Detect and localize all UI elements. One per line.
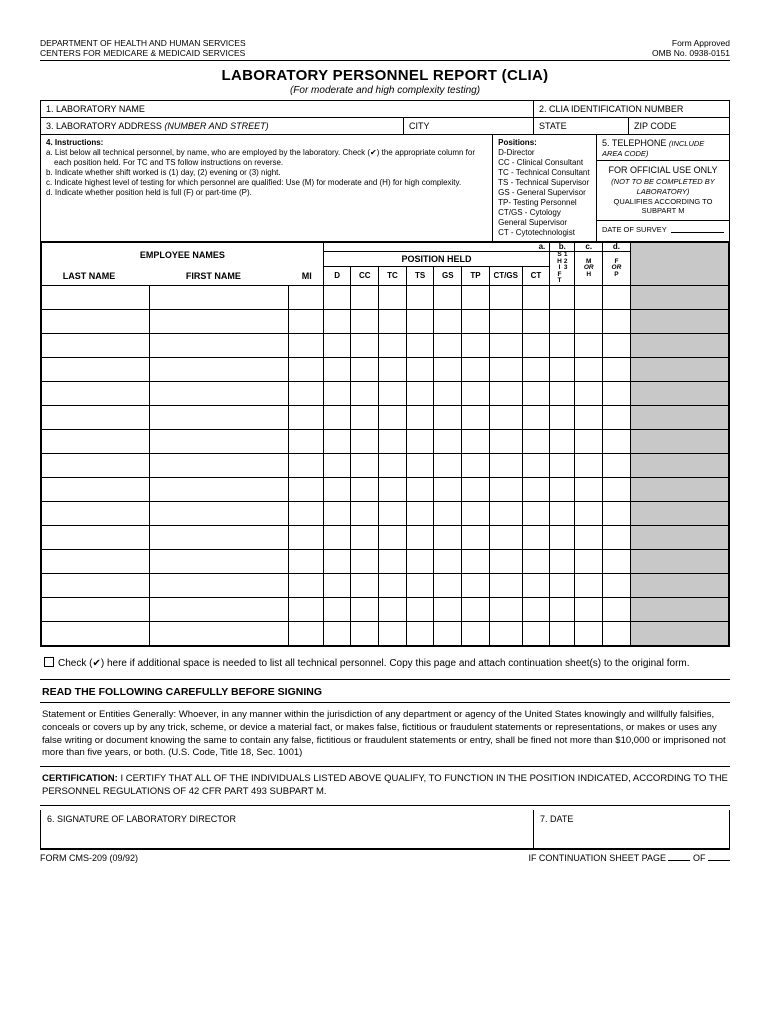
certification-text: CERTIFICATION: I CERTIFY THAT ALL OF THE…	[40, 767, 730, 806]
col-employee-names: EMPLOYEE NAMES	[42, 243, 324, 266]
positions-block: Positions: D-Director CC - Clinical Cons…	[493, 135, 597, 241]
form-number: FORM CMS-209 (09/92)	[40, 853, 138, 863]
page-header: DEPARTMENT OF HEALTH AND HUMAN SERVICES …	[40, 38, 730, 58]
col-moderate-high: MORH	[575, 252, 603, 286]
field-telephone[interactable]: 5. TELEPHONE (INCLUDE AREA CODE)	[597, 135, 729, 161]
field-date[interactable]: 7. DATE	[534, 810, 729, 848]
col-cc: CC	[351, 266, 379, 285]
title-block: LABORATORY PERSONNEL REPORT (CLIA) (For …	[40, 67, 730, 96]
col-last-name: LAST NAME	[46, 271, 132, 281]
instructions-block: 4. Instructions: a. List below all techn…	[41, 135, 493, 241]
page-footer: FORM CMS-209 (09/92) IF CONTINUATION SHE…	[40, 849, 730, 863]
label-a: a.	[323, 243, 549, 252]
statement-text: Statement or Entities Generally: Whoever…	[40, 703, 730, 767]
table-row[interactable]	[42, 357, 729, 381]
col-first-name: FIRST NAME	[132, 271, 295, 281]
table-row[interactable]	[42, 285, 729, 309]
form-approved: Form Approved	[652, 38, 730, 48]
table-row[interactable]	[42, 525, 729, 549]
col-full-part: FORP	[603, 252, 631, 286]
form-body: 1. LABORATORY NAME 2. CLIA IDENTIFICATIO…	[40, 100, 730, 647]
table-row[interactable]	[42, 501, 729, 525]
field-clia-number[interactable]: 2. CLIA IDENTIFICATION NUMBER	[534, 101, 729, 117]
field-lab-name[interactable]: 1. LABORATORY NAME	[41, 101, 534, 117]
col-position-held: POSITION HELD	[323, 252, 549, 266]
col-date-survey	[630, 243, 728, 286]
field-zip[interactable]: ZIP CODE	[629, 118, 729, 134]
date-of-survey: DATE OF SURVEY	[597, 221, 729, 237]
signature-block: 6. SIGNATURE OF LABORATORY DIRECTOR 7. D…	[40, 810, 730, 849]
col-ctgs: CT/GS	[489, 266, 522, 285]
table-row[interactable]	[42, 309, 729, 333]
col-tp: TP	[462, 266, 490, 285]
table-row[interactable]	[42, 453, 729, 477]
centers-line: CENTERS FOR MEDICARE & MEDICAID SERVICES	[40, 48, 246, 58]
form-subtitle: (For moderate and high complexity testin…	[40, 85, 730, 96]
table-row[interactable]	[42, 597, 729, 621]
read-carefully-header: READ THE FOLLOWING CAREFULLY BEFORE SIGN…	[40, 686, 730, 703]
table-row[interactable]	[42, 573, 729, 597]
table-row[interactable]	[42, 621, 729, 645]
label-d: d.	[603, 243, 631, 252]
col-ct: CT	[522, 266, 550, 285]
table-row[interactable]	[42, 381, 729, 405]
table-row[interactable]	[42, 429, 729, 453]
field-lab-address[interactable]: 3. LABORATORY ADDRESS (NUMBER AND STREET…	[41, 118, 404, 134]
label-c: c.	[575, 243, 603, 252]
field-signature[interactable]: 6. SIGNATURE OF LABORATORY DIRECTOR	[41, 810, 534, 848]
label-b: b.	[550, 243, 575, 252]
col-tc: TC	[379, 266, 407, 285]
field-city[interactable]: CITY	[404, 118, 534, 134]
dept-line: DEPARTMENT OF HEALTH AND HUMAN SERVICES	[40, 38, 246, 48]
omb-number: OMB No. 0938-0151	[652, 48, 730, 58]
col-d: D	[323, 266, 351, 285]
table-row[interactable]	[42, 477, 729, 501]
col-gs: GS	[434, 266, 462, 285]
form-title: LABORATORY PERSONNEL REPORT (CLIA)	[40, 67, 730, 84]
col-shift: SHIFT 123	[550, 252, 575, 286]
table-row[interactable]	[42, 333, 729, 357]
continuation-check[interactable]: Check (✔) here if additional space is ne…	[40, 657, 730, 680]
table-row[interactable]	[42, 549, 729, 573]
col-mi: MI	[295, 271, 319, 281]
official-use-block: FOR OFFICIAL USE ONLY (NOT TO BE COMPLET…	[597, 161, 729, 221]
checkbox-icon[interactable]	[44, 657, 54, 667]
personnel-table: EMPLOYEE NAMES a. b. c. d. POSITION HELD…	[41, 241, 729, 646]
table-row[interactable]	[42, 405, 729, 429]
col-ts: TS	[406, 266, 434, 285]
continuation-pager: IF CONTINUATION SHEET PAGE OF	[528, 853, 730, 863]
field-state[interactable]: STATE	[534, 118, 629, 134]
